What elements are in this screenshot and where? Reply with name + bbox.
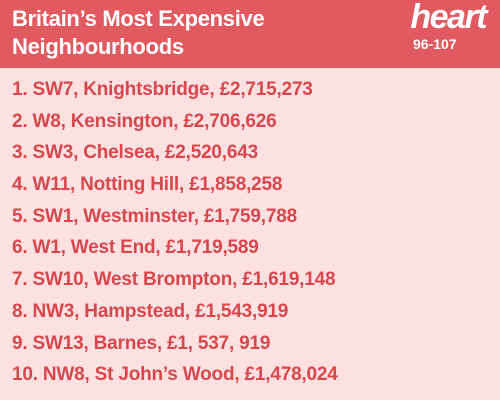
list-item: 10. NW8, St John’s Wood, £1,478,024 bbox=[12, 364, 338, 386]
list-item: 3. SW3, Chelsea, £2,520,643 bbox=[12, 142, 258, 164]
logo-frequency: 96-107 bbox=[413, 36, 457, 52]
list-item: 9. SW13, Barnes, £1, 537, 919 bbox=[12, 332, 271, 354]
logo: heart bbox=[410, 0, 487, 36]
list-item: 2. W8, Kensington, £2,706,626 bbox=[12, 110, 277, 132]
list-item: 5. SW1, Westminster, £1,759,788 bbox=[12, 205, 297, 227]
list-item: 6. W1, West End, £1,719,589 bbox=[12, 237, 259, 259]
list-item: 8. NW3, Hampstead, £1,543,919 bbox=[12, 300, 289, 322]
title: Britain’s Most Expensive bbox=[12, 6, 265, 31]
list-item: 1. SW7, Knightsbridge, £2,715,273 bbox=[12, 79, 313, 100]
list-item: 7. SW10, West Brompton, £1,619,148 bbox=[12, 269, 336, 291]
header-band: Britain’s Most Expensive Neighbourhoods … bbox=[0, 0, 500, 68]
title: Neighbourhoods bbox=[12, 34, 184, 59]
ranking-list: 1. SW7, Knightsbridge, £2,715,273 2. W8, … bbox=[12, 74, 338, 391]
list-item: 4. W11, Notting Hill, £1,858,258 bbox=[12, 174, 283, 196]
